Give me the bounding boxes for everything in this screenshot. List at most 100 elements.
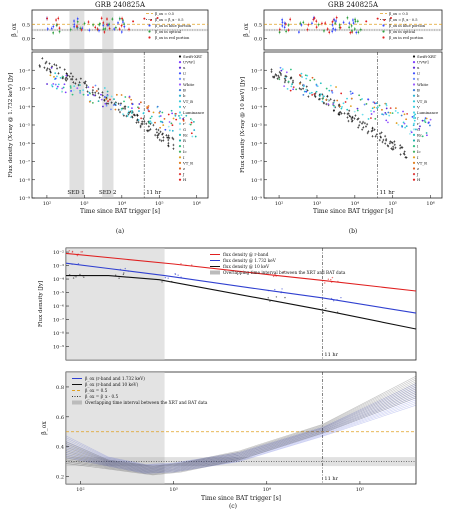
c-flux-point-1	[180, 276, 182, 278]
flux-legend-label-a: Ic	[183, 149, 187, 154]
flux-xtick-label-b: 10⁶	[426, 201, 434, 207]
optical-point-a	[93, 94, 96, 97]
optical-point-a	[110, 95, 113, 98]
beta-point-a	[132, 20, 135, 23]
optical-point-b	[363, 103, 366, 106]
optical-point-a	[57, 83, 60, 86]
optical-point-a	[129, 116, 132, 119]
flux-legend-swatch-a	[178, 167, 182, 170]
beta-point-b	[365, 20, 368, 23]
flux-legend-label-a: J	[182, 172, 185, 177]
optical-point-b	[285, 71, 288, 74]
optical-point-b	[425, 132, 428, 134]
optical-point-b	[413, 115, 415, 117]
optical-point-a	[180, 114, 183, 117]
sed-shade-1	[102, 52, 114, 198]
optical-point-b	[415, 128, 417, 131]
flux-ytick-label-a: 10⁻⁵	[19, 123, 30, 129]
flux-legend-label-b: i	[417, 144, 419, 149]
beta-ref-band-b	[264, 28, 442, 32]
flux-legend-swatch-b	[412, 111, 416, 114]
optical-point-b	[290, 85, 293, 88]
optical-point-a	[162, 124, 165, 127]
c-bottom-ytick-label: 0.4	[56, 445, 64, 451]
flux-legend-swatch-a	[178, 161, 182, 164]
optical-point-b	[325, 99, 328, 101]
optical-point-a	[50, 66, 53, 69]
c-flux-point-0	[283, 271, 285, 273]
c-flux-point-2	[161, 281, 163, 283]
optical-point-b	[327, 99, 330, 101]
optical-point-b	[308, 92, 311, 95]
flux-legend-swatch-a	[178, 156, 182, 159]
optical-point-a	[59, 76, 62, 79]
flux-ylabel-a: Flux density (X-ray @ 1.732 keV) [Jy]	[7, 73, 14, 178]
beta-legend-label-a: β_ox = β_x - 0.5	[155, 18, 184, 22]
c-flux-point-1	[332, 300, 335, 302]
c-bottom-ytick-label: 0.2	[56, 475, 64, 481]
optical-point-b	[418, 127, 421, 130]
c-bottom-xtick-label: 10⁵	[356, 487, 364, 493]
optical-point-b	[394, 107, 397, 110]
beta-legend-swatch-b	[382, 36, 385, 39]
optical-point-a	[149, 117, 152, 120]
flux-legend-swatch-a	[178, 139, 182, 142]
optical-point-a	[51, 85, 54, 88]
optical-point-a	[70, 90, 72, 92]
flux-legend-swatch-b	[412, 173, 416, 176]
flux-legend-swatch-b	[412, 83, 416, 86]
optical-point-a	[128, 95, 131, 98]
caption-c: (c)	[229, 503, 237, 510]
beta-point-a	[143, 17, 146, 20]
optical-point-b	[331, 90, 333, 93]
optical-point-b	[397, 111, 399, 114]
optical-point-b	[351, 92, 354, 95]
flux-legend-label-a: V	[182, 104, 186, 109]
c-flux-point-1	[177, 274, 179, 276]
optical-point-a	[82, 93, 85, 96]
optical-point-a	[147, 105, 150, 107]
c-flux-point-2	[171, 280, 173, 283]
flux-xtick-label-a: 10³	[80, 201, 88, 207]
chart-title-b: GRB 240825A	[328, 1, 379, 9]
beta-legend-swatch-a	[148, 24, 151, 27]
flux-legend-label-b: G	[417, 127, 420, 132]
optical-point-a	[130, 98, 133, 101]
flux-legend-swatch-b	[412, 122, 416, 125]
optical-point-a	[55, 87, 58, 90]
c-beta-curve-1	[65, 395, 417, 475]
optical-point-a	[171, 112, 174, 115]
c-flux-point-0	[180, 263, 182, 265]
c-flux-point-2	[284, 296, 286, 299]
flux-legend-swatch-a	[178, 55, 182, 58]
optical-point-a	[190, 121, 193, 124]
optical-point-a	[175, 118, 178, 121]
optical-point-a	[92, 86, 94, 89]
chart-title-a: GRB 240825A	[95, 1, 146, 9]
c-flux-line-2	[66, 275, 417, 330]
optical-point-a	[190, 132, 193, 135]
optical-point-b	[333, 101, 336, 104]
flux-legend-label-b: Ic	[417, 149, 421, 154]
beta-legend-label-b: β_ox = 0.5	[389, 12, 409, 16]
beta-legend-swatch-b	[382, 30, 385, 33]
optical-point-a	[154, 121, 156, 124]
optical-point-a	[107, 100, 109, 103]
c-flux-line-1	[65, 262, 417, 314]
sed-shade-top-0	[69, 10, 85, 50]
flux-legend-swatch-a	[178, 105, 182, 108]
c-top-legend-label: flux density @ 1.732 keV	[223, 258, 277, 263]
c-flux-point-1	[330, 297, 333, 300]
optical-point-b	[373, 110, 375, 113]
optical-point-b	[387, 111, 390, 114]
optical-point-b	[394, 110, 397, 112]
optical-point-b	[356, 109, 359, 112]
optical-point-a	[104, 102, 107, 105]
optical-point-b	[414, 113, 417, 116]
c-bottom-legend-label: β_ox = 0.5	[85, 388, 108, 393]
optical-point-a	[62, 75, 64, 78]
optical-point-b	[389, 107, 392, 110]
optical-point-b	[365, 103, 368, 105]
optical-point-a	[50, 84, 53, 86]
c-flux-point-1	[280, 291, 282, 294]
